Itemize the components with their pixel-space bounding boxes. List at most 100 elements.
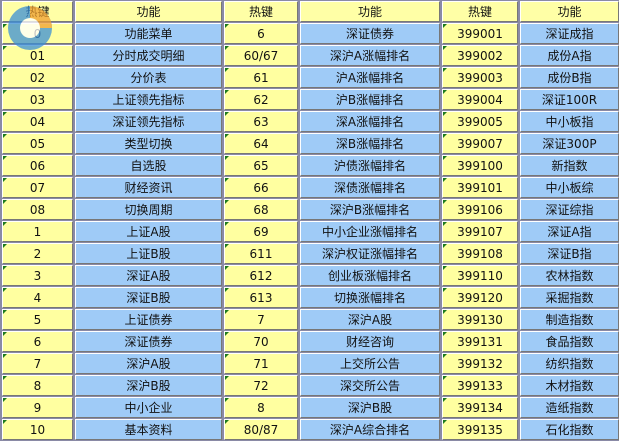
function-cell: 中小企业 (75, 397, 222, 418)
function-cell: 深证成指 (520, 23, 619, 44)
hotkey-cell: 399110 (442, 265, 518, 286)
table-row: 02 分价表 61 沪A涨幅排名 399003 成份B指 (2, 67, 619, 88)
hotkey-cell: 613 (224, 287, 298, 308)
hotkey-cell: 399101 (442, 177, 518, 198)
hotkey-cell: 612 (224, 265, 298, 286)
hotkey-cell: 0 (2, 23, 73, 44)
function-cell: 切换涨幅排名 (300, 287, 440, 308)
function-cell: 深证B指 (520, 243, 619, 264)
function-cell: 深沪A综合排名 (300, 419, 440, 440)
hotkey-cell: 10 (2, 419, 73, 440)
function-cell: 深A涨幅排名 (300, 111, 440, 132)
hotkey-cell: 7 (224, 309, 298, 330)
hotkey-cell: 8 (2, 375, 73, 396)
table-row: 7 深沪A股 71 上交所公告 399132 纺织指数 (2, 353, 619, 374)
function-cell: 中小板指 (520, 111, 619, 132)
table-row: 9 中小企业 8 深沪B股 399134 造纸指数 (2, 397, 619, 418)
hotkey-cell: 3 (2, 265, 73, 286)
hotkey-cell: 399134 (442, 397, 518, 418)
hotkey-cell: 399133 (442, 375, 518, 396)
function-cell: 深沪B股 (75, 375, 222, 396)
hotkey-cell: 66 (224, 177, 298, 198)
table-row: 03 上证领先指标 62 沪B涨幅排名 399004 深证100R (2, 89, 619, 110)
hotkey-cell: 02 (2, 67, 73, 88)
function-cell: 食品指数 (520, 331, 619, 352)
table-row: 4 深证B股 613 切换涨幅排名 399120 采掘指数 (2, 287, 619, 308)
hotkey-cell: 6 (2, 331, 73, 352)
function-cell: 木材指数 (520, 375, 619, 396)
function-cell: 基本资料 (75, 419, 222, 440)
function-cell: 上交所公告 (300, 353, 440, 374)
hotkey-cell: 06 (2, 155, 73, 176)
hotkey-cell: 5 (2, 309, 73, 330)
hotkey-cell: 399108 (442, 243, 518, 264)
function-cell: 深证B股 (75, 287, 222, 308)
function-cell: 深沪权证涨幅排名 (300, 243, 440, 264)
table-row: 5 上证债券 7 深沪A股 399130 制造指数 (2, 309, 619, 330)
table-row: 01 分时成交明细 60/67 深沪A涨幅排名 399002 成份A指 (2, 45, 619, 66)
hotkey-cell: 399004 (442, 89, 518, 110)
table-row: 8 深沪B股 72 深交所公告 399133 木材指数 (2, 375, 619, 396)
function-cell: 分价表 (75, 67, 222, 88)
table-row: 1 上证A股 69 中小企业涨幅排名 399107 深证A指 (2, 221, 619, 242)
function-cell: 分时成交明细 (75, 45, 222, 66)
header-function: 功能 (300, 1, 440, 22)
function-cell: 深债涨幅排名 (300, 177, 440, 198)
hotkey-cell: 399001 (442, 23, 518, 44)
hotkey-cell: 65 (224, 155, 298, 176)
table-row: 6 深证债券 70 财经咨询 399131 食品指数 (2, 331, 619, 352)
table-row: 05 类型切换 64 深B涨幅排名 399007 深证300P (2, 133, 619, 154)
hotkey-cell: 611 (224, 243, 298, 264)
hotkey-cell: 63 (224, 111, 298, 132)
hotkey-cell: 4 (2, 287, 73, 308)
function-cell: 深沪A涨幅排名 (300, 45, 440, 66)
hotkey-cell: 399130 (442, 309, 518, 330)
hotkey-cell: 62 (224, 89, 298, 110)
hotkey-cell: 64 (224, 133, 298, 154)
hotkey-cell: 2 (2, 243, 73, 264)
table-row: 06 自选股 65 沪债涨幅排名 399100 新指数 (2, 155, 619, 176)
hotkey-cell: 399100 (442, 155, 518, 176)
header-row: 热键 功能 热键 功能 热键 功能 (2, 1, 619, 22)
function-cell: 成份A指 (520, 45, 619, 66)
header-hotkey: 热键 (442, 1, 518, 22)
hotkey-cell: 8 (224, 397, 298, 418)
function-cell: 纺织指数 (520, 353, 619, 374)
table-row: 04 深证领先指标 63 深A涨幅排名 399005 中小板指 (2, 111, 619, 132)
function-cell: 深证债券 (300, 23, 440, 44)
hotkey-cell: 399131 (442, 331, 518, 352)
hotkey-cell: 80/87 (224, 419, 298, 440)
hotkey-cell: 70 (224, 331, 298, 352)
function-cell: 深证100R (520, 89, 619, 110)
hotkey-cell: 399003 (442, 67, 518, 88)
table-row: 2 上证B股 611 深沪权证涨幅排名 399108 深证B指 (2, 243, 619, 264)
function-cell: 财经咨询 (300, 331, 440, 352)
function-cell: 财经资讯 (75, 177, 222, 198)
table-row: 10 基本资料 80/87 深沪A综合排名 399135 石化指数 (2, 419, 619, 440)
function-cell: 上证B股 (75, 243, 222, 264)
function-cell: 中小企业涨幅排名 (300, 221, 440, 242)
header-function: 功能 (75, 1, 222, 22)
function-cell: 深证300P (520, 133, 619, 154)
header-function: 功能 (520, 1, 619, 22)
function-cell: 深沪A股 (75, 353, 222, 374)
function-cell: 中小板综 (520, 177, 619, 198)
header-hotkey: 热键 (2, 1, 73, 22)
hotkey-cell: 399132 (442, 353, 518, 374)
hotkey-cell: 01 (2, 45, 73, 66)
hotkey-cell: 61 (224, 67, 298, 88)
function-cell: 类型切换 (75, 133, 222, 154)
hotkey-cell: 60/67 (224, 45, 298, 66)
function-cell: 深证A股 (75, 265, 222, 286)
hotkey-cell: 399107 (442, 221, 518, 242)
hotkey-cell: 07 (2, 177, 73, 198)
function-cell: 深证债券 (75, 331, 222, 352)
hotkey-cell: 04 (2, 111, 73, 132)
hotkey-cell: 6 (224, 23, 298, 44)
table-row: 3 深证A股 612 创业板涨幅排名 399110 农林指数 (2, 265, 619, 286)
function-cell: 深B涨幅排名 (300, 133, 440, 154)
hotkey-cell: 03 (2, 89, 73, 110)
hotkey-cell: 399120 (442, 287, 518, 308)
function-cell: 成份B指 (520, 67, 619, 88)
